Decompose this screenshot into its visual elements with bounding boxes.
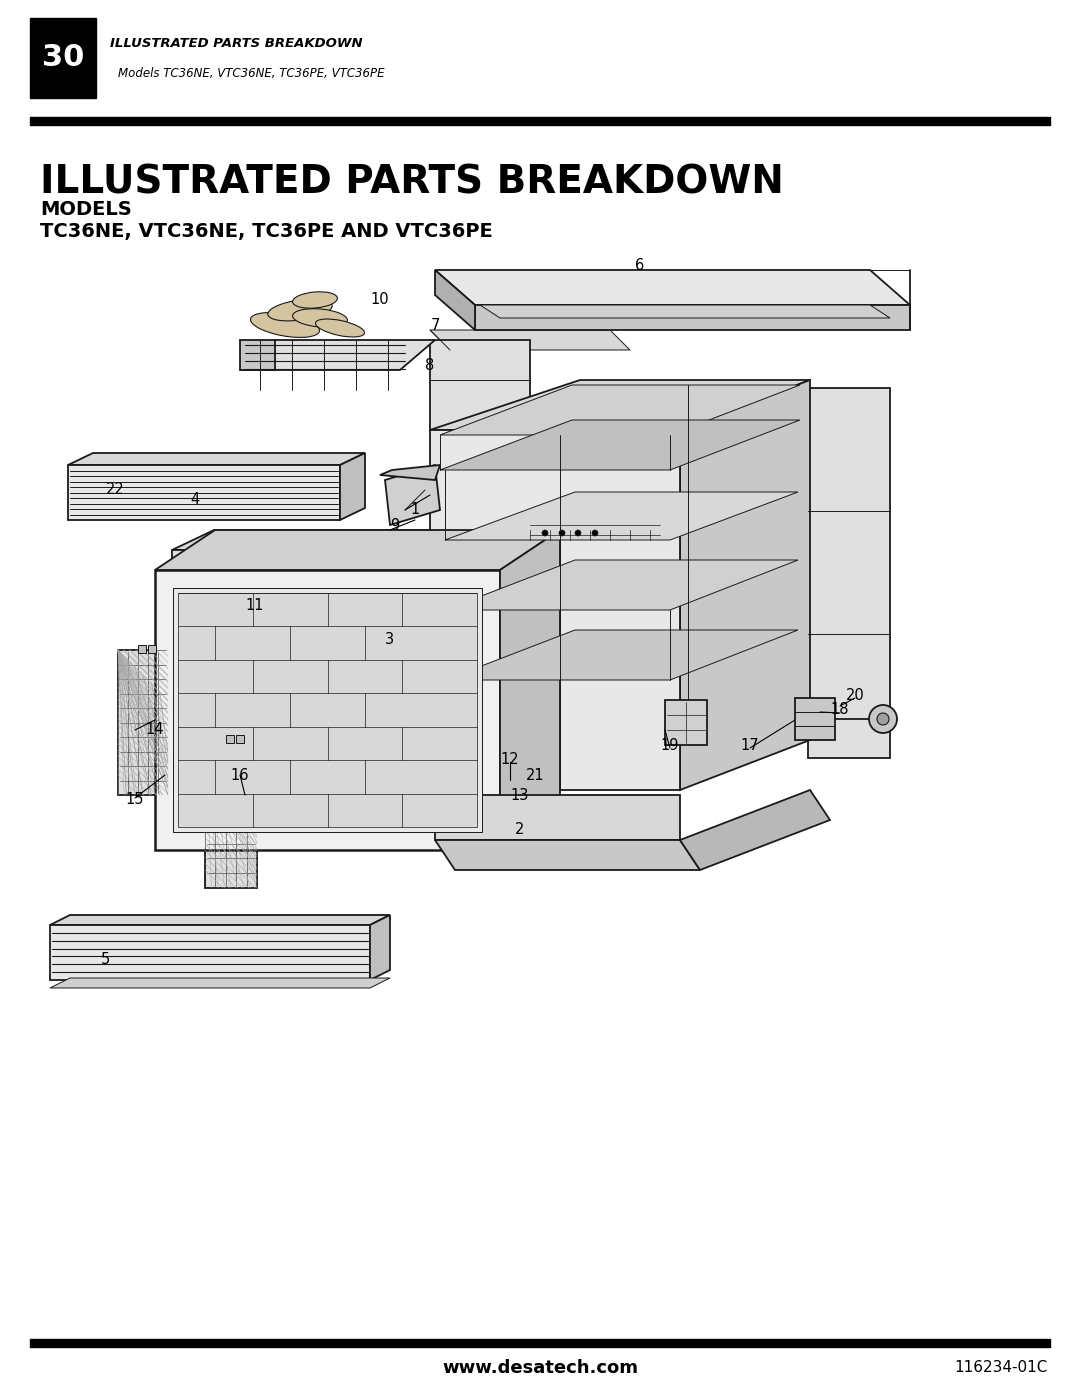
Polygon shape	[500, 529, 561, 849]
Text: 116234-01C: 116234-01C	[955, 1361, 1048, 1376]
Polygon shape	[172, 529, 540, 550]
Polygon shape	[430, 339, 530, 430]
Text: 22: 22	[106, 482, 124, 497]
Polygon shape	[680, 380, 810, 789]
Text: 6: 6	[635, 257, 645, 272]
Text: Models TC36NE, VTC36NE, TC36PE, VTC36PE: Models TC36NE, VTC36NE, TC36PE, VTC36PE	[118, 67, 384, 81]
Polygon shape	[430, 330, 630, 351]
Polygon shape	[380, 465, 440, 481]
Text: 30: 30	[42, 43, 84, 73]
Polygon shape	[205, 740, 257, 888]
Text: www.desatech.com: www.desatech.com	[442, 1359, 638, 1377]
Text: ILLUSTRATED PARTS BREAKDOWN: ILLUSTRATED PARTS BREAKDOWN	[40, 163, 784, 201]
Text: 21: 21	[526, 767, 544, 782]
Ellipse shape	[315, 319, 365, 337]
Text: 16: 16	[231, 767, 249, 782]
Circle shape	[869, 705, 897, 733]
Ellipse shape	[293, 292, 337, 309]
Polygon shape	[240, 339, 275, 370]
Polygon shape	[384, 465, 440, 525]
Text: 8: 8	[426, 358, 434, 373]
Circle shape	[592, 529, 598, 536]
Polygon shape	[430, 380, 810, 430]
Text: 10: 10	[370, 292, 389, 307]
Text: 15: 15	[125, 792, 145, 807]
Text: 18: 18	[831, 703, 849, 718]
Text: 4: 4	[190, 493, 200, 507]
Polygon shape	[440, 386, 800, 434]
Text: 20: 20	[846, 687, 864, 703]
Polygon shape	[156, 529, 561, 570]
Polygon shape	[435, 840, 700, 870]
Polygon shape	[808, 388, 890, 759]
Polygon shape	[156, 570, 500, 849]
Text: 1: 1	[410, 503, 420, 517]
Text: 5: 5	[100, 953, 110, 968]
Text: 2: 2	[515, 823, 525, 837]
Polygon shape	[445, 560, 798, 610]
Polygon shape	[435, 795, 680, 840]
Text: MODELS: MODELS	[40, 200, 132, 219]
Polygon shape	[50, 978, 390, 988]
Polygon shape	[680, 789, 831, 870]
Ellipse shape	[251, 313, 320, 338]
Polygon shape	[475, 305, 910, 330]
Polygon shape	[445, 492, 798, 541]
Polygon shape	[430, 430, 680, 789]
Bar	[30, 18, 96, 98]
Polygon shape	[68, 465, 340, 520]
Polygon shape	[173, 588, 482, 833]
Bar	[226, 735, 234, 743]
Polygon shape	[178, 592, 477, 827]
Text: 12: 12	[501, 753, 519, 767]
Polygon shape	[50, 925, 370, 981]
Polygon shape	[435, 270, 475, 330]
Text: TC36NE, VTC36NE, TC36PE AND VTC36PE: TC36NE, VTC36NE, TC36PE AND VTC36PE	[40, 222, 492, 242]
Polygon shape	[340, 453, 365, 520]
Polygon shape	[480, 305, 890, 319]
Polygon shape	[370, 915, 390, 981]
Polygon shape	[118, 650, 168, 795]
Text: 11: 11	[246, 598, 265, 612]
Text: 13: 13	[511, 788, 529, 802]
Polygon shape	[240, 339, 435, 370]
Text: ILLUSTRATED PARTS BREAKDOWN: ILLUSTRATED PARTS BREAKDOWN	[110, 38, 363, 50]
Bar	[148, 645, 156, 652]
Ellipse shape	[268, 299, 333, 321]
Polygon shape	[68, 453, 365, 465]
Text: 7: 7	[430, 317, 440, 332]
Polygon shape	[440, 420, 800, 469]
Ellipse shape	[293, 309, 348, 327]
Polygon shape	[445, 630, 798, 680]
Bar	[665, 700, 707, 745]
Text: 9: 9	[390, 517, 400, 532]
Circle shape	[575, 529, 581, 536]
Circle shape	[542, 529, 548, 536]
Text: 3: 3	[386, 633, 394, 647]
Polygon shape	[172, 550, 498, 570]
Text: 17: 17	[741, 738, 759, 753]
Polygon shape	[435, 270, 910, 305]
Circle shape	[877, 712, 889, 725]
Polygon shape	[795, 698, 835, 740]
Bar	[237, 735, 244, 743]
Text: 14: 14	[146, 722, 164, 738]
Bar	[138, 645, 146, 652]
Polygon shape	[50, 915, 390, 925]
Circle shape	[559, 529, 565, 536]
Text: 19: 19	[661, 738, 679, 753]
